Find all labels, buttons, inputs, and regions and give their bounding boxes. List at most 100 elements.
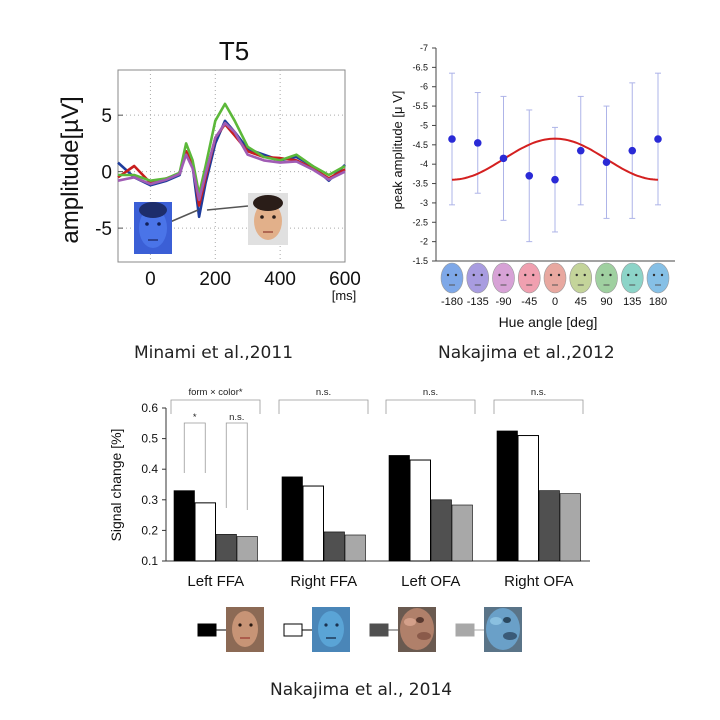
data-point xyxy=(654,135,662,143)
legend-item-scrambled-natural xyxy=(369,607,436,652)
y-tick-label: -7 xyxy=(420,43,428,53)
bar xyxy=(388,455,410,562)
y-tick-label: -1.5 xyxy=(412,256,428,266)
y-tick-label: -5 xyxy=(95,219,112,240)
bar xyxy=(496,430,518,562)
y-tick-label: -6 xyxy=(420,82,428,92)
bracket-pair xyxy=(225,422,248,510)
bar xyxy=(323,531,345,562)
y-tick-label: -3.5 xyxy=(412,179,428,189)
erp-chart: T5 amplitude[µV] 5 0 -5 0 200 400 600 [ms] xyxy=(57,36,361,303)
natural-face-image xyxy=(248,193,288,245)
hue-face-thumbnail xyxy=(440,262,464,294)
bar xyxy=(517,435,539,562)
blue-face-thumbnail xyxy=(312,607,350,652)
hue-chart: peak amplitude [μ V] -7-6.5-6-5.5-5-4.5-… xyxy=(390,43,675,330)
x-tick-label: 180 xyxy=(649,296,667,308)
bracket xyxy=(170,399,261,414)
scrambled-natural-thumbnail xyxy=(398,607,436,652)
bar xyxy=(281,476,303,562)
y-tick-label: -5.5 xyxy=(412,101,428,111)
bars xyxy=(173,430,581,562)
error-bars xyxy=(449,72,661,243)
hue-face-thumbnail xyxy=(517,262,541,294)
hue-face-thumbnail xyxy=(466,262,490,294)
blue-face-image xyxy=(134,202,172,254)
hue-face-thumbnail xyxy=(620,262,644,294)
x-ticks: 0 200 400 600 xyxy=(145,269,361,290)
x-tick-label: Right FFA xyxy=(290,573,357,590)
x-tick-labels: Left FFA Right FFA Left OFA Right OFA xyxy=(187,573,573,590)
arrow-left xyxy=(169,209,199,223)
y-ticks: 5 0 -5 xyxy=(95,106,123,240)
y-tick-label: 0.1 xyxy=(141,554,158,568)
y-tick-label: 0.5 xyxy=(141,432,158,446)
significance-label: * xyxy=(193,412,197,423)
x-tick-label: 0 xyxy=(145,269,156,290)
x-tick-label: 600 xyxy=(329,269,361,290)
caption-minami: Minami et al.,2011 xyxy=(134,343,294,363)
hue-face-thumbnail xyxy=(646,262,670,294)
data-point xyxy=(602,158,611,167)
x-tick-label: -180 xyxy=(441,296,463,308)
hue-face-images xyxy=(440,262,670,294)
y-ticks: -7 -6.5 -6 -5.5 -5 -4.5 -4 -3.5 -3 -2.5 -2 -1.5 xyxy=(412,43,436,266)
bracket xyxy=(385,399,476,414)
scrambled-blue-thumbnail xyxy=(484,607,522,652)
significance-label: n.s. xyxy=(423,387,438,398)
significance-label: n.s. xyxy=(531,387,546,398)
fmri-bar-chart: Signal change [%] 0.1 0.2 0.3 0.4 0.5 0.6 Lef… xyxy=(108,387,590,652)
y-tick-label: 0.3 xyxy=(141,493,158,507)
data-point xyxy=(525,172,534,180)
significance-label: n.s. xyxy=(229,412,244,423)
y-tick-label: -4.5 xyxy=(412,140,428,150)
y-tick-label: 5 xyxy=(101,106,112,127)
bar xyxy=(302,485,324,562)
y-axis-label: amplitude[µV] xyxy=(57,96,84,243)
significance-label: n.s. xyxy=(316,387,331,398)
y-tick-label: 0.2 xyxy=(141,523,158,537)
y-axis-label: Signal change [%] xyxy=(108,429,124,542)
bar xyxy=(451,504,473,562)
bar xyxy=(409,459,431,562)
caption-nakajima-2014: Nakajima et al., 2014 xyxy=(270,680,453,700)
y-tick-label: 0 xyxy=(101,163,112,184)
x-tick-label: -45 xyxy=(521,296,537,308)
legend-item-scrambled-blue xyxy=(455,607,522,652)
erp-series xyxy=(117,102,346,219)
caption-nakajima-2012: Nakajima et al.,2012 xyxy=(438,343,615,363)
x-ticks: -180 -135 -90 -45 0 45 90 135 180 xyxy=(441,296,667,308)
y-tick-label: -3 xyxy=(420,198,428,208)
legend-item-natural-face xyxy=(197,607,264,652)
arrow-right xyxy=(206,205,249,211)
y-tick-label: -4 xyxy=(420,159,428,169)
y-ticks: 0.1 0.2 0.3 0.4 0.5 0.6 xyxy=(141,401,166,568)
bar xyxy=(236,536,258,562)
data-point xyxy=(576,146,585,155)
data-point xyxy=(551,175,559,184)
hue-face-thumbnail xyxy=(492,262,515,294)
x-tick-label: Left FFA xyxy=(187,573,244,590)
legend xyxy=(197,607,522,652)
x-tick-label: 0 xyxy=(552,296,558,308)
significance-label: form × color* xyxy=(188,387,242,398)
chart-title: T5 xyxy=(219,36,249,66)
y-tick-label: -2 xyxy=(420,237,428,247)
bar xyxy=(215,534,237,562)
bar xyxy=(538,490,560,562)
significance-brackets: form × color* n.s. n.s. n.s. * n.s. xyxy=(170,387,584,510)
data-point xyxy=(448,135,456,143)
y-axis-label: peak amplitude [μ V] xyxy=(390,91,405,210)
x-tick-label: -90 xyxy=(496,296,512,308)
natural-face-thumbnail xyxy=(226,607,264,652)
x-tick-label: 90 xyxy=(600,296,612,308)
bar xyxy=(430,499,452,562)
x-tick-label: 200 xyxy=(199,269,231,290)
bracket-pair xyxy=(183,422,206,473)
data-point xyxy=(628,146,637,155)
data-points xyxy=(448,135,662,184)
hue-face-thumbnail xyxy=(595,262,618,294)
x-axis-label: Hue angle [deg] xyxy=(499,314,598,330)
data-point xyxy=(473,139,482,147)
legend-item-blue-face xyxy=(283,607,350,652)
